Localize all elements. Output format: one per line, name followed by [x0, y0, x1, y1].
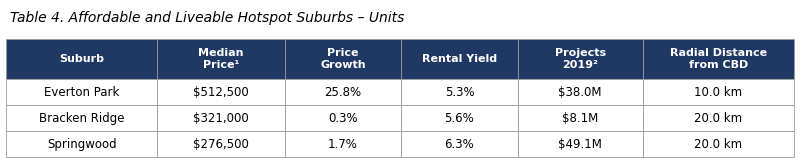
Bar [402, 79, 518, 105]
Bar [285, 39, 402, 79]
Text: 1.7%: 1.7% [328, 138, 358, 151]
Text: $49.1M: $49.1M [558, 138, 602, 151]
Bar [6, 39, 158, 79]
Bar [518, 131, 642, 157]
Text: $512,500: $512,500 [194, 86, 249, 99]
Text: 6.3%: 6.3% [445, 138, 474, 151]
Text: $321,000: $321,000 [194, 112, 249, 125]
Text: Rental Yield: Rental Yield [422, 54, 497, 64]
Text: 5.6%: 5.6% [445, 112, 474, 125]
Bar [6, 105, 158, 131]
Text: 0.3%: 0.3% [328, 112, 358, 125]
Bar [158, 131, 285, 157]
Text: $8.1M: $8.1M [562, 112, 598, 125]
Text: Bracken Ridge: Bracken Ridge [39, 112, 125, 125]
Text: 20.0 km: 20.0 km [694, 112, 742, 125]
Bar [642, 39, 794, 79]
Bar [158, 39, 285, 79]
Text: $38.0M: $38.0M [558, 86, 602, 99]
Text: 25.8%: 25.8% [325, 86, 362, 99]
Text: Springwood: Springwood [47, 138, 117, 151]
Text: 10.0 km: 10.0 km [694, 86, 742, 99]
Text: $276,500: $276,500 [193, 138, 249, 151]
Bar [642, 105, 794, 131]
Bar [518, 105, 642, 131]
Text: Suburb: Suburb [59, 54, 104, 64]
Bar [518, 39, 642, 79]
Text: Price
Growth: Price Growth [320, 48, 366, 70]
Text: 5.3%: 5.3% [445, 86, 474, 99]
Text: Table 4. Affordable and Liveable Hotspot Suburbs – Units: Table 4. Affordable and Liveable Hotspot… [10, 11, 404, 25]
Bar [158, 79, 285, 105]
Bar [285, 79, 402, 105]
Bar [642, 79, 794, 105]
Bar [642, 131, 794, 157]
Bar [402, 105, 518, 131]
Text: 20.0 km: 20.0 km [694, 138, 742, 151]
Text: Projects
2019²: Projects 2019² [554, 48, 606, 70]
Text: Radial Distance
from CBD: Radial Distance from CBD [670, 48, 766, 70]
Bar [518, 79, 642, 105]
Text: Everton Park: Everton Park [44, 86, 119, 99]
Bar [402, 131, 518, 157]
Bar [402, 39, 518, 79]
Bar [285, 131, 402, 157]
Text: Median
Price¹: Median Price¹ [198, 48, 244, 70]
Bar [285, 105, 402, 131]
Bar [6, 79, 158, 105]
Bar [158, 105, 285, 131]
Bar [6, 131, 158, 157]
